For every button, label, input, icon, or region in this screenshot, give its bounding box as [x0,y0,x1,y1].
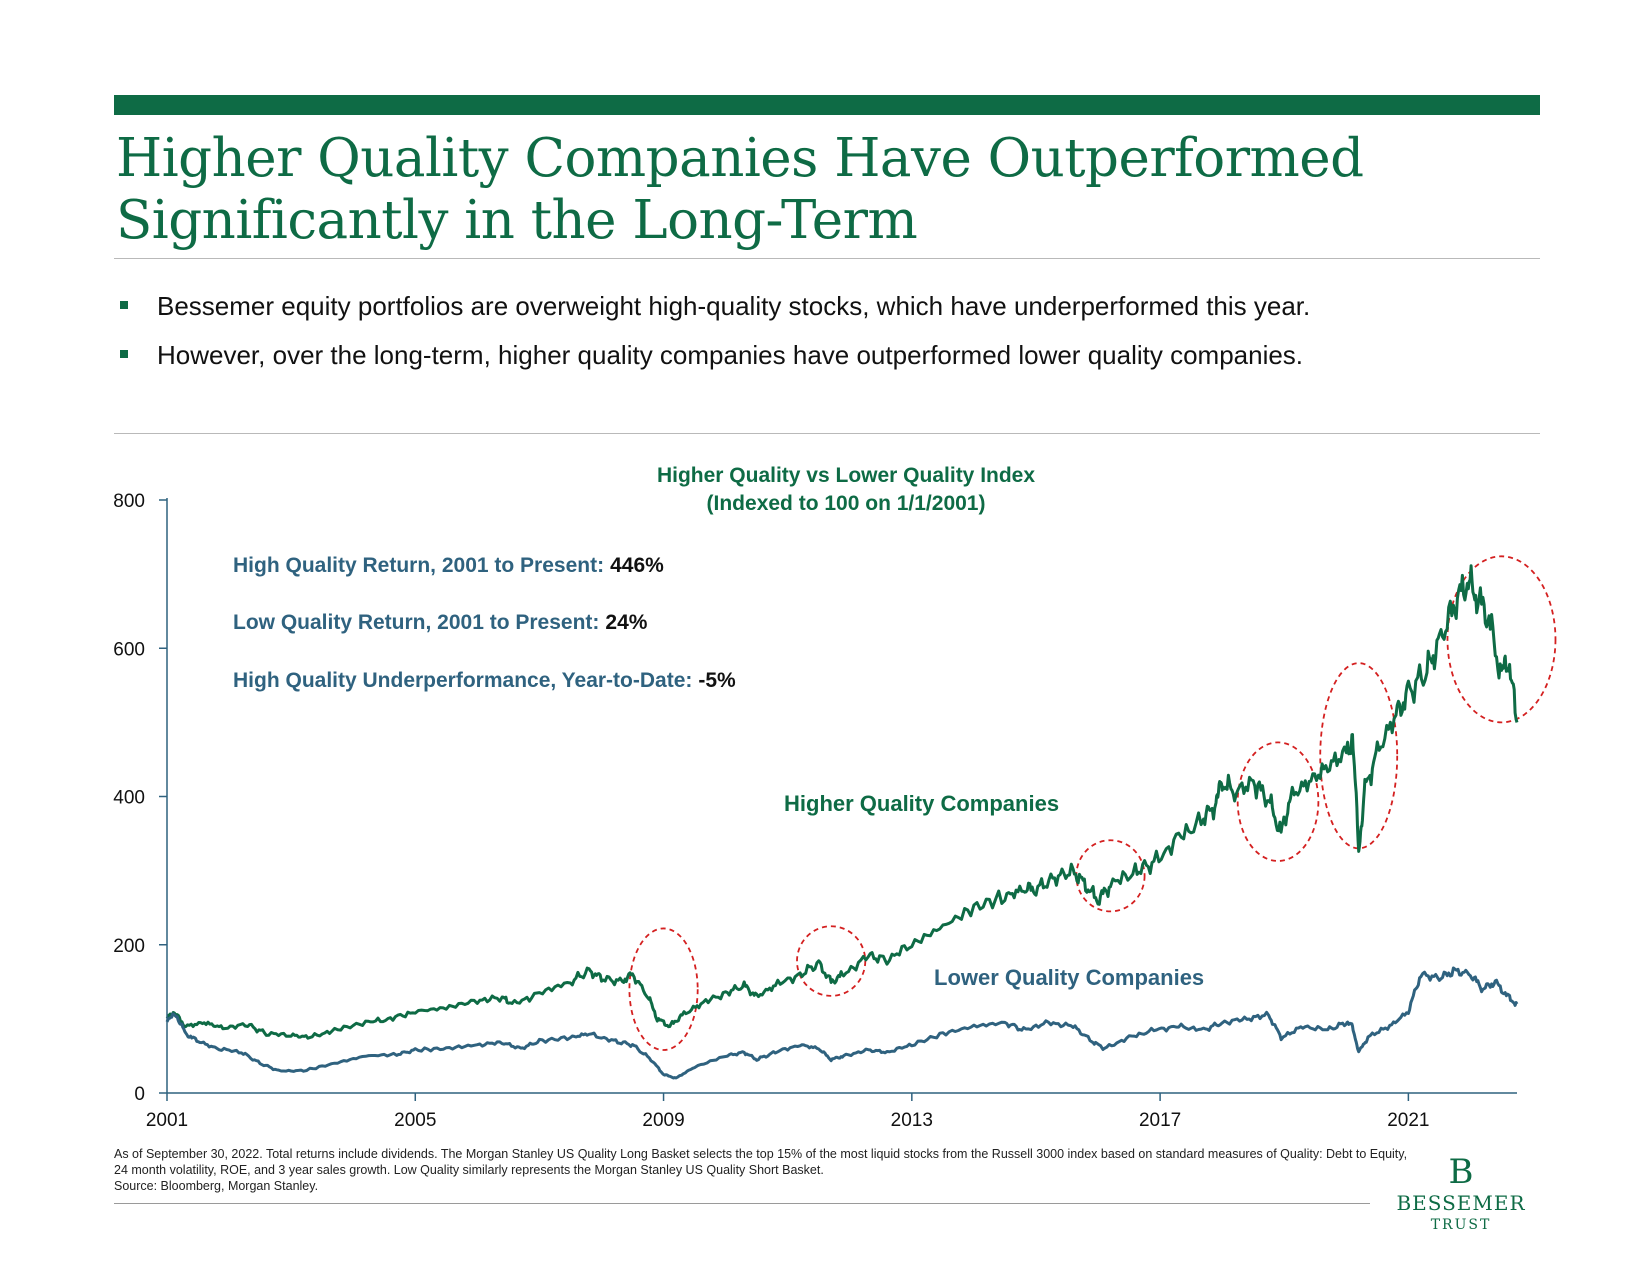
higher-quality-series-line [165,564,1519,1040]
chart-title: Higher Quality vs Lower Quality Index [657,464,1035,487]
stat-high-quality-return: High Quality Return, 2001 to Present: 446… [233,554,664,577]
y-tick-label: 600 [113,639,145,660]
header-bar [114,95,1540,115]
axis-layer: 0 200 400 600 800 2001 2005 2009 2013 2017 2021 [113,491,1517,1131]
x-tick-label: 2021 [1387,1110,1429,1131]
logo-mark: B [1448,1152,1474,1192]
page-title: Higher Quality Companies Have Outperform… [116,128,1364,251]
y-tick-label: 200 [113,936,145,957]
quality-index-chart: 0 200 400 600 800 2001 2005 2009 2013 2017 2021 Hi… [113,464,1557,1131]
stat-ytd-underperformance: High Quality Underperformance, Year-to-D… [233,669,736,692]
highlight-ellipse [1319,662,1399,850]
highlight-ellipse [1236,741,1320,862]
bullet-square-icon [120,301,128,309]
stat-label: High Quality Return, 2001 to Present: [233,554,604,577]
stat-label: High Quality Underperformance, Year-to-D… [233,669,692,692]
footnote: As of September 30, 2022. Total returns … [114,1146,1424,1194]
stat-value: 24% [605,611,647,634]
highlight-ellipse [628,927,699,1051]
highlight-ellipse [796,925,867,997]
label-higher-quality: Higher Quality Companies [784,791,1059,816]
x-tick-label: 2005 [394,1110,436,1131]
footer-divider [114,1203,1370,1204]
highlight-ellipse [1446,555,1557,724]
stat-low-quality-return: Low Quality Return, 2001 to Present: 24% [233,611,648,634]
x-tick-label: 2017 [1139,1110,1181,1131]
highlight-ellipse [1075,839,1146,913]
bullet-item: However, over the long-term, higher qual… [114,339,1514,372]
bessemer-logo: B BESSEMER TRUST [1376,1154,1546,1234]
chart-divider [114,433,1540,434]
stat-value: 446% [610,554,664,577]
series-layer [165,564,1519,1080]
y-tick-label: 0 [134,1084,145,1105]
lower-quality-series-line [165,966,1519,1080]
logo-name: BESSEMER [1396,1191,1526,1215]
x-tick-label: 2001 [146,1110,188,1131]
bullet-list: Bessemer equity portfolios are overweigh… [114,290,1514,388]
y-tick-label: 800 [113,491,145,512]
x-tick-label: 2013 [891,1110,933,1131]
label-lower-quality: Lower Quality Companies [934,965,1204,990]
x-tick-label: 2009 [642,1110,684,1131]
stat-value: -5% [698,669,736,692]
stat-label: Low Quality Return, 2001 to Present: [233,611,599,634]
bullet-square-icon [120,350,128,358]
logo-sub: TRUST [1430,1217,1492,1233]
bullet-text: Bessemer equity portfolios are overweigh… [157,291,1311,321]
y-tick-label: 400 [113,788,145,809]
footnote-source: Source: Bloomberg, Morgan Stanley. [114,1179,319,1193]
title-divider [114,258,1540,259]
bullet-text: However, over the long-term, higher qual… [157,340,1304,370]
footnote-text: As of September 30, 2022. Total returns … [114,1147,1408,1177]
bullet-item: Bessemer equity portfolios are overweigh… [114,290,1514,323]
chart-subtitle: (Indexed to 100 on 1/1/2001) [707,492,986,515]
